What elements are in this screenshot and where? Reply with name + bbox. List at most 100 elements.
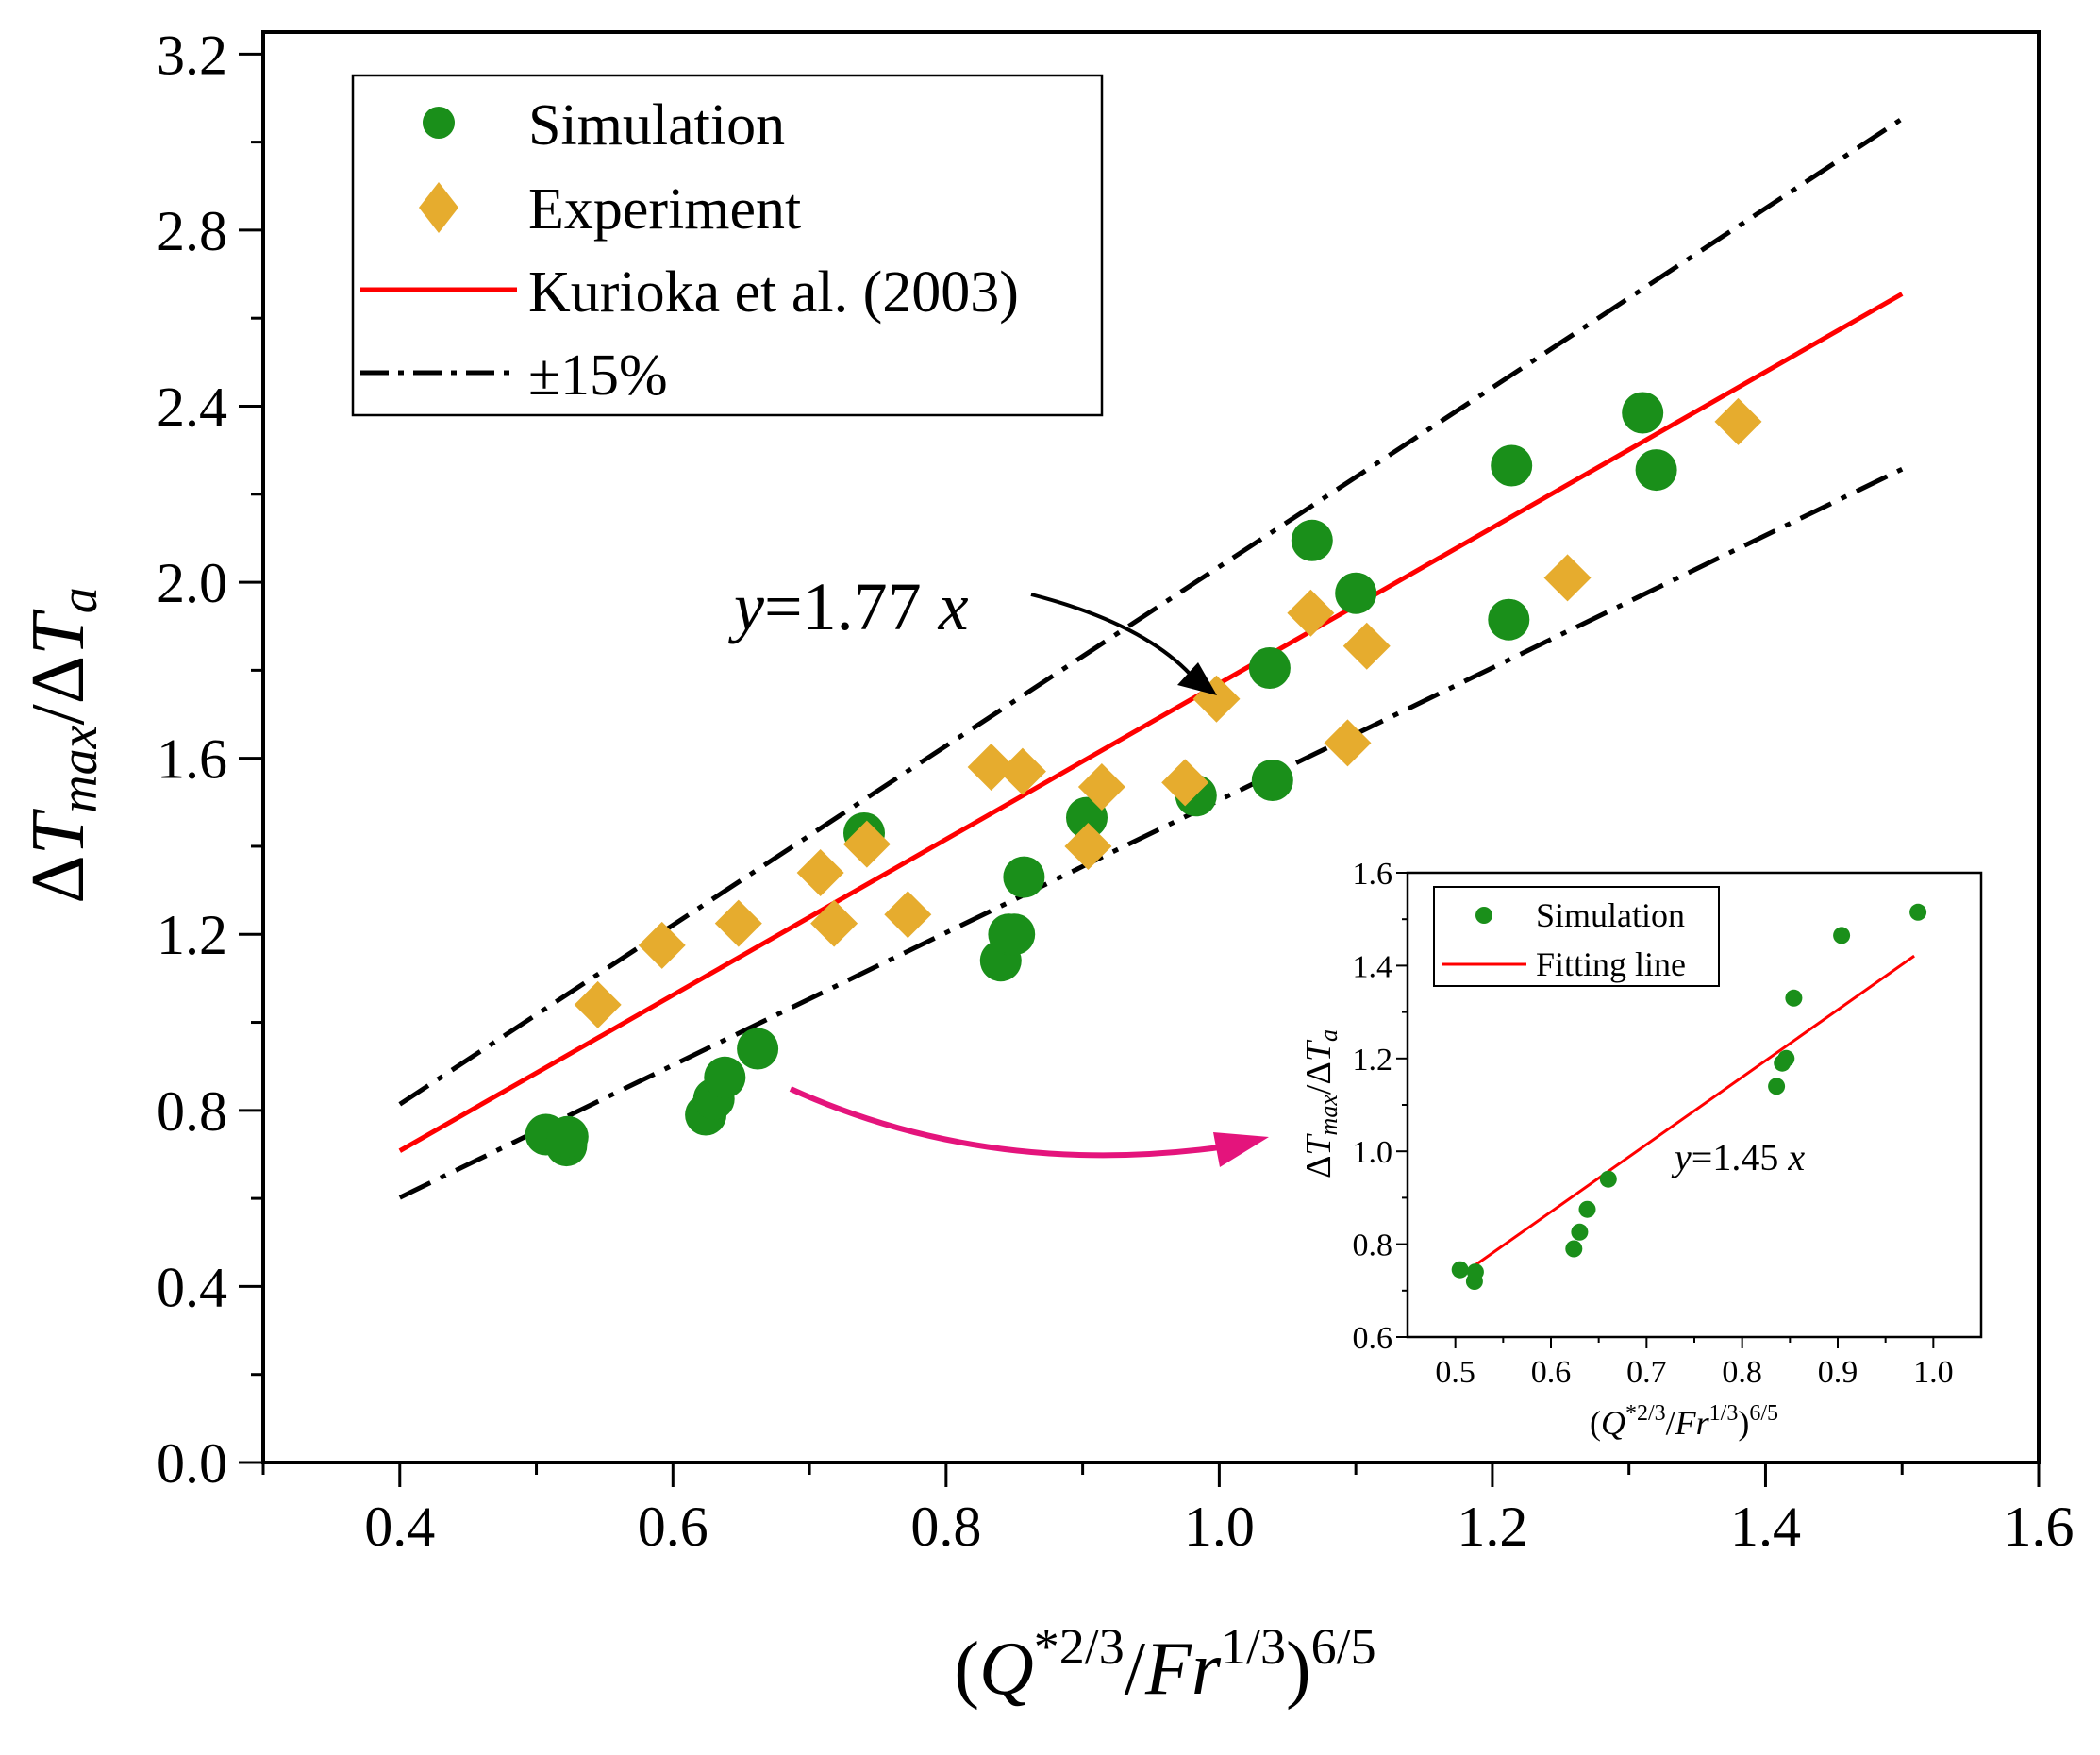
inset-simulation-point-6 (1599, 1170, 1617, 1188)
main-y-tick-label-8: 3.2 (157, 24, 227, 86)
annotation-arrow-line (1030, 593, 1192, 677)
main-simulation-point-10 (993, 913, 1036, 956)
inset-legend-simulation-marker (1475, 907, 1492, 924)
main-simulation-point-16 (1291, 519, 1333, 561)
main-experiment-point-6 (884, 891, 932, 939)
inset-simulation-point-4 (1571, 1223, 1589, 1241)
main-x-tick-label-1: 0.6 (638, 1496, 708, 1558)
inset-x-tick-label-2: 0.7 (1626, 1355, 1667, 1390)
main-simulation-point-18 (1488, 598, 1530, 641)
legend-experiment-label: Experiment (528, 177, 801, 242)
main-simulation-point-12 (1066, 796, 1108, 839)
main-simulation-point-5 (704, 1056, 746, 1098)
main-simulation-point-2 (546, 1115, 589, 1158)
main-simulation-point-11 (1003, 856, 1045, 898)
main-y-tick-label-2: 0.8 (157, 1080, 227, 1143)
main-experiment-point-15 (1342, 622, 1391, 670)
inset-simulation-point-9 (1777, 1049, 1795, 1067)
legend-simulation-label: Simulation (528, 93, 785, 158)
main-series-4-line (398, 466, 1904, 1200)
inset-simulation-point-5 (1578, 1200, 1596, 1218)
main-simulation-point-14 (1248, 647, 1291, 689)
main-simulation-point-6 (737, 1028, 779, 1070)
legend-simulation-marker (423, 107, 455, 139)
inset-pointer-arrowhead (1213, 1132, 1269, 1167)
inset-simulation-point-0 (1451, 1261, 1469, 1279)
inset-simulation-point-10 (1785, 989, 1803, 1007)
main-experiment-point-13 (1287, 589, 1335, 637)
inset-axes: 0.5 0.6 0.7 0.8 0.9 1.0 0.6 0.8 1.0 1.2 1.4 1.6 (1353, 857, 1954, 1390)
main-experiment-point-17 (1714, 397, 1762, 445)
main-legend: Simulation Experiment Kurioka et al. (20… (351, 74, 1104, 417)
main-y-tick-label-0: 0.0 (157, 1432, 227, 1495)
main-experiment-point-3 (796, 848, 844, 896)
inset-fit-annotation: y=1.45 x (1671, 1136, 1805, 1178)
main-y-tick-label-5: 2.0 (157, 552, 227, 614)
main-x-tick-label-5: 1.4 (1730, 1496, 1801, 1558)
inset-simulation-point-11 (1833, 927, 1851, 944)
main-x-tick-label-3: 1.0 (1184, 1496, 1255, 1558)
inset-plot-markers (1451, 903, 1927, 1290)
legend-kurioka-label: Kurioka et al. (2003) (528, 260, 1019, 325)
inset-y-tick-label-3: 1.2 (1353, 1043, 1393, 1078)
main-experiment-point-7 (967, 743, 1015, 791)
inset-simulation-point-12 (1909, 903, 1927, 921)
main-x-tick-label-0: 0.4 (364, 1496, 435, 1558)
main-experiment-point-5 (842, 820, 891, 868)
inset-x-tick-label-5: 1.0 (1913, 1355, 1954, 1390)
legend-experiment-marker (419, 182, 458, 233)
main-simulation-point-20 (1622, 392, 1664, 434)
main-experiment-point-9 (1064, 822, 1112, 870)
main-simulation-point-19 (1491, 444, 1533, 487)
main-experiment-point-16 (1543, 554, 1592, 602)
inset-legend: Simulation Fitting line (1433, 886, 1720, 987)
inset-plot-lines (1458, 954, 1915, 1278)
main-simulation-point-21 (1635, 449, 1677, 492)
main-x-tick-label-2: 0.8 (910, 1496, 981, 1558)
main-experiment-point-8 (998, 747, 1046, 795)
inset-y-tick-label-5: 1.6 (1353, 857, 1393, 892)
main-x-tick-label-6: 1.6 (2004, 1496, 2075, 1558)
main-experiment-point-4 (810, 899, 858, 947)
main-experiment-point-2 (714, 899, 762, 947)
inset-simulation-point-7 (1768, 1078, 1786, 1095)
main-experiment-point-10 (1077, 762, 1125, 811)
inset-x-tick-label-0: 0.5 (1435, 1355, 1475, 1390)
inset-y-tick-label-0: 0.6 (1353, 1321, 1393, 1356)
main-series-2-line (398, 292, 1904, 1153)
main-fit-annotation: y=1.77 x (727, 569, 969, 644)
main-y-tick-label-4: 1.6 (157, 728, 227, 791)
main-x-axis-label: (Q*2/3/Fr1/3)6/5 (954, 1618, 1375, 1711)
main-experiment-point-0 (574, 980, 622, 1028)
main-simulation-point-15 (1251, 760, 1293, 801)
annotation-arrowhead (1177, 662, 1217, 695)
inset-legend-simulation-label: Simulation (1536, 896, 1685, 934)
inset-y-tick-label-1: 0.8 (1353, 1228, 1393, 1263)
inset-x-axis-label: (Q*2/3/Fr1/3)6/5 (1590, 1401, 1778, 1442)
inset-x-tick-label-3: 0.8 (1722, 1355, 1762, 1390)
main-axes: 0.4 0.6 0.8 1.0 1.2 1.4 1.6 0.0 0.4 0.8 1.2 1.6 2.0 2… (157, 24, 2075, 1558)
inset-legend-box (1433, 886, 1720, 987)
inset-simulation-point-2 (1466, 1263, 1484, 1281)
main-experiment-point-11 (1161, 759, 1209, 807)
main-x-tick-label-4: 1.2 (1457, 1496, 1527, 1558)
legend-bounds-label: ±15% (528, 343, 668, 408)
inset-simulation-point-3 (1565, 1240, 1583, 1258)
main-y-tick-label-7: 2.8 (157, 200, 227, 262)
main-experiment-point-1 (638, 921, 686, 969)
inset-x-tick-label-1: 0.6 (1531, 1355, 1572, 1390)
main-simulation-point-17 (1335, 572, 1377, 614)
main-legend-box (351, 74, 1104, 417)
main-y-tick-label-6: 2.4 (157, 376, 227, 438)
main-y-tick-label-1: 0.4 (157, 1256, 227, 1318)
inset-series-1-line (1458, 954, 1915, 1278)
inset-legend-fitting-label: Fitting line (1536, 945, 1686, 983)
main-plot-frame (261, 30, 2041, 1464)
inset-y-tick-label-2: 1.0 (1353, 1135, 1393, 1170)
inset-pointer-arrow-line (789, 1086, 1227, 1159)
main-y-axis-label: ΔTmax/ΔTa (17, 587, 108, 903)
inset-x-tick-label-4: 0.9 (1818, 1355, 1858, 1390)
inset-y-axis-label: ΔTmax/ΔTa (1299, 1029, 1342, 1178)
main-y-tick-label-3: 1.2 (157, 904, 227, 966)
